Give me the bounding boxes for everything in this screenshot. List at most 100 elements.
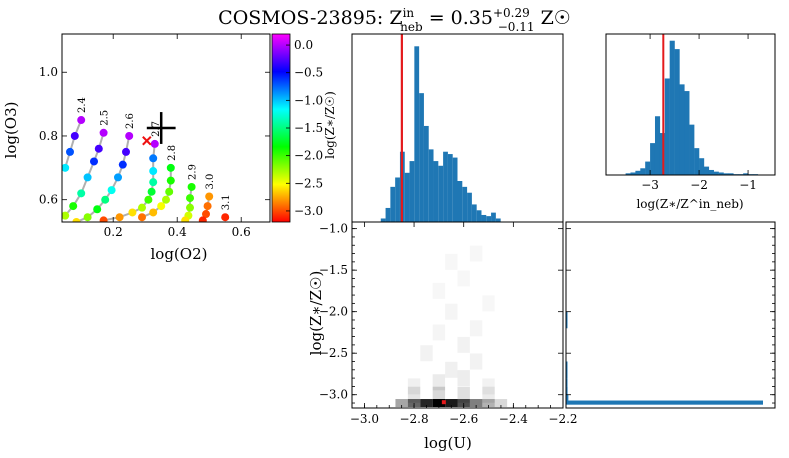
model-point bbox=[107, 186, 116, 195]
heatmap-xtick-label: −2.8 bbox=[399, 412, 428, 426]
hist1-bar bbox=[443, 151, 448, 222]
model-point bbox=[205, 192, 214, 201]
hist1-bar bbox=[423, 125, 429, 222]
hist2-bar bbox=[723, 173, 729, 175]
heatmap-cell bbox=[445, 303, 458, 320]
heatmap-cell bbox=[420, 399, 433, 408]
heatmap-xtick-label: −2.6 bbox=[449, 412, 478, 426]
hist2-bar bbox=[635, 170, 641, 175]
model-point bbox=[138, 203, 146, 212]
model-point bbox=[157, 202, 166, 211]
heatmap-cell bbox=[482, 295, 494, 311]
model-point bbox=[198, 216, 207, 222]
hist1-bar bbox=[409, 161, 415, 222]
heatmap-xtick-label: −2.4 bbox=[499, 412, 529, 426]
bpt-xtick-label: 0.2 bbox=[104, 225, 123, 239]
heatmap-cell bbox=[469, 353, 483, 370]
heatmap-cell bbox=[445, 254, 457, 270]
hist2-bar bbox=[664, 78, 670, 175]
hist1-bar bbox=[428, 149, 434, 222]
hist4-bar bbox=[566, 361, 568, 379]
hist4-bar bbox=[566, 394, 569, 401]
model-point bbox=[186, 194, 194, 203]
logU-histogram-panel bbox=[565, 221, 776, 409]
hist2-bar bbox=[650, 143, 656, 175]
colorbar-tick-label: −2.5 bbox=[294, 176, 323, 190]
hist1-bar bbox=[471, 204, 477, 222]
hist1-bar bbox=[395, 177, 400, 222]
heatmap-cell bbox=[482, 386, 495, 403]
model-point bbox=[149, 154, 158, 163]
colorbar-tick-label: −2.0 bbox=[294, 149, 323, 163]
model-point bbox=[118, 160, 127, 169]
heatmap-cell bbox=[407, 386, 421, 403]
model-point bbox=[147, 187, 156, 196]
hist2-bar bbox=[689, 124, 695, 175]
hist2-bar bbox=[674, 49, 680, 175]
heatmap-cell bbox=[432, 324, 446, 341]
hist2-bar bbox=[694, 148, 700, 175]
title-sup: in bbox=[403, 6, 415, 20]
hist2-xtick-label: −3 bbox=[641, 178, 659, 192]
logZ-histogram-panel bbox=[351, 33, 564, 223]
model-point bbox=[149, 178, 158, 187]
track-logU-label: 2.5 bbox=[100, 110, 111, 126]
heatmap-cell bbox=[395, 399, 408, 408]
model-point bbox=[77, 189, 86, 198]
model-point bbox=[221, 213, 230, 222]
hist2-xtick-label: −2 bbox=[690, 178, 708, 192]
hist1-bar bbox=[380, 218, 386, 222]
heatmap-median-marker bbox=[441, 400, 446, 405]
heatmap-cell bbox=[469, 320, 483, 337]
heatmap-xtick-label: −2.2 bbox=[548, 412, 577, 426]
hist2-bar bbox=[630, 172, 636, 175]
heatmap-xlabel: log(U) bbox=[424, 434, 472, 452]
hist2-bar bbox=[645, 161, 651, 175]
model-point bbox=[122, 147, 130, 156]
heatmap-ytick-label: −2.0 bbox=[319, 305, 348, 319]
bpt-ytick-label: 1.0 bbox=[39, 65, 58, 79]
model-point bbox=[94, 144, 103, 153]
model-point bbox=[162, 195, 170, 204]
model-point bbox=[69, 202, 78, 211]
bpt-xtick-label: 0.6 bbox=[232, 225, 251, 239]
model-point bbox=[90, 157, 98, 166]
model-point bbox=[93, 205, 102, 214]
model-point bbox=[62, 163, 70, 172]
model-point bbox=[203, 202, 212, 211]
figure-title: COSMOS-23895: Zin neb = 0.35+0.29 −0.11 Z☉ bbox=[218, 6, 571, 34]
hist2-bar bbox=[728, 173, 734, 175]
best-fit-marker bbox=[142, 136, 152, 146]
heatmap-cell bbox=[494, 399, 508, 408]
model-point bbox=[101, 195, 110, 204]
heatmap-cell bbox=[420, 345, 433, 362]
colorbar-tick-label: −0.5 bbox=[294, 66, 323, 80]
heatmap-ytick-label: −1.5 bbox=[319, 263, 348, 277]
hist2-bar bbox=[713, 171, 719, 175]
heatmap-cell bbox=[432, 386, 446, 403]
model-point bbox=[125, 131, 134, 140]
model-point bbox=[181, 216, 190, 222]
hist2-bar bbox=[743, 173, 749, 175]
heatmap-ylabel: log(Z∗/Z☉) bbox=[307, 271, 325, 356]
heatmap-cell bbox=[407, 378, 421, 395]
hist2-bar bbox=[684, 91, 690, 175]
model-point bbox=[99, 128, 108, 137]
model-point bbox=[83, 173, 92, 182]
hist1-bar bbox=[476, 210, 482, 222]
hist2-xtick-label: −1 bbox=[739, 178, 757, 192]
title-unit: Z☉ bbox=[535, 7, 571, 29]
model-point bbox=[186, 203, 194, 212]
heatmap-ytick-label: −1.0 bbox=[319, 222, 348, 236]
track-logU-label: 2.8 bbox=[167, 145, 178, 161]
hist1-bar bbox=[404, 172, 410, 222]
logU-logZ-heatmap-panel: −3.0 −2.8 −2.6 −2.4 −2.2 −3.0 −2.5 −2.0 −1.5 −1.0 bbox=[319, 221, 578, 426]
heatmap-cell bbox=[469, 399, 483, 408]
title-main: COSMOS-23895: Z bbox=[218, 7, 402, 29]
hist1-bar bbox=[481, 214, 487, 222]
track-logU-label: 3.1 bbox=[221, 194, 232, 210]
model-point bbox=[144, 195, 153, 204]
title-sub: neb bbox=[400, 20, 423, 34]
bpt-xlabel: log(O2) bbox=[151, 245, 208, 263]
hist2-bar bbox=[625, 173, 631, 175]
